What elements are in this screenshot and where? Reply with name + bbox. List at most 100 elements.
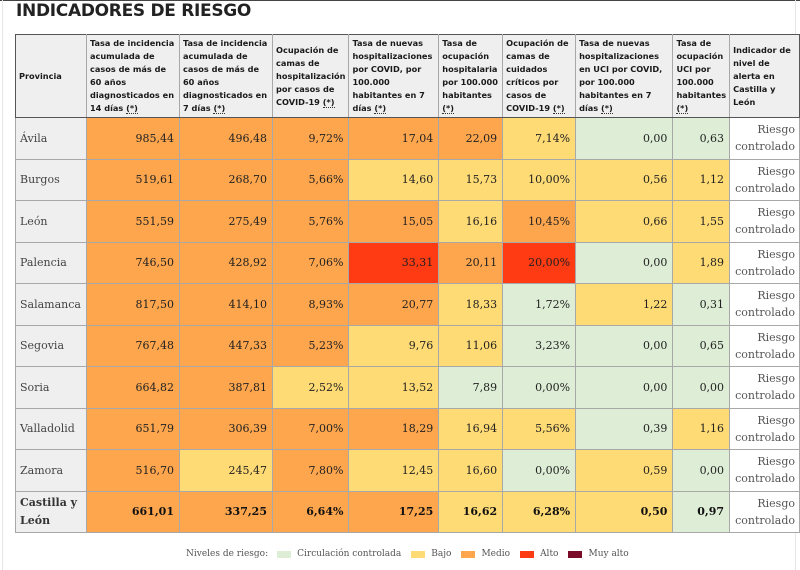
indicator-cell: 11,06 [438, 324, 504, 367]
alert-level-cell: Riesgo controlado [729, 200, 800, 243]
indicator-cell: 496,48 [178, 117, 274, 160]
indicator-cell: 9,76 [348, 324, 440, 367]
indicator-cell: 1,22 [575, 283, 674, 326]
province-cell: Castilla y León [15, 490, 87, 533]
legend-swatch [411, 550, 426, 558]
indicator-cell: 0,63 [672, 117, 731, 160]
column-header: Tasa de incidencia acumulada de casos de… [85, 34, 180, 118]
footnote-link[interactable]: (*) [322, 96, 335, 108]
indicator-cell: 13,52 [348, 366, 440, 409]
indicator-cell: 306,39 [178, 407, 274, 450]
legend-item: Alto [520, 549, 558, 559]
table-row: Zamora 516,70 245,47 7,80% 12,45 16,60 0,00% 0,… [15, 449, 800, 492]
column-header: Ocupación de camas de hospitalización po… [271, 34, 350, 118]
column-header-label: Ocupación de camas de hospitalización po… [276, 44, 346, 107]
risk-indicators-table: Provincia Tasa de incidencia acumulada de… [15, 34, 800, 533]
table-row: Soria 664,82 387,81 2,52% 13,52 7,89 0,00% 0,00… [15, 366, 800, 409]
province-cell: Segovia [15, 324, 87, 367]
province-cell: Burgos [15, 158, 87, 201]
table-row: Burgos 519,61 268,70 5,66% 14,60 15,73 10,00% 0… [15, 158, 800, 201]
indicator-cell: 0,59 [575, 449, 674, 492]
indicator-cell: 16,16 [438, 200, 504, 243]
indicator-cell: 661,01 [85, 490, 180, 533]
table-row: León 551,59 275,49 5,76% 15,05 16,16 10,45% 0,6… [15, 200, 800, 243]
indicator-cell: 2,52% [271, 366, 350, 409]
table-row: Valladolid 651,79 306,39 7,00% 18,29 16,94 5,5… [15, 407, 800, 450]
indicator-cell: 10,00% [502, 158, 577, 201]
alert-level-cell: Riesgo controlado [729, 241, 800, 284]
legend-item-label: Bajo [431, 549, 452, 559]
indicator-cell: 8,93% [271, 283, 350, 326]
table-row: Ávila 985,44 496,48 9,72% 17,04 22,09 7,14% 0,0… [15, 117, 800, 160]
column-header-label: Tasa de incidencia acumulada de casos de… [182, 38, 268, 113]
indicator-cell: 15,05 [348, 200, 440, 243]
indicator-cell: 428,92 [178, 241, 274, 284]
footnote-link[interactable]: (*) [552, 103, 565, 114]
column-header-label: Tasa de incidencia acumulada de casos de… [89, 38, 175, 113]
indicator-cell: 14,60 [348, 158, 440, 201]
footnote-link[interactable]: (*) [126, 103, 138, 114]
column-header-label: Indicador de nivel de alerta en Castilla… [733, 44, 791, 107]
indicator-cell: 0,00 [672, 449, 731, 492]
column-header: Tasa de nuevas hospitalizaciones por COV… [348, 34, 440, 118]
indicator-cell: 0,00 [575, 324, 674, 367]
footnote-link[interactable]: (*) [442, 103, 455, 114]
footnote-link[interactable]: (*) [601, 103, 613, 114]
alert-level-cell: Riesgo controlado [729, 490, 800, 533]
province-cell: Zamora [15, 449, 87, 492]
indicator-cell: 20,77 [348, 283, 440, 326]
indicator-cell: 0,50 [575, 490, 674, 533]
alert-level-cell: Riesgo controlado [729, 366, 800, 409]
legend-item-label: Muy alto [588, 549, 629, 559]
indicator-cell: 16,94 [438, 407, 504, 450]
indicator-cell: 0,97 [672, 490, 731, 533]
indicator-cell: 268,70 [178, 158, 274, 201]
indicator-cell: 17,25 [348, 490, 440, 533]
legend-item-label: Circulación controlada [297, 549, 402, 559]
column-header-label: Tasa de nuevas hospitalizaciones por COV… [352, 38, 433, 113]
indicator-cell: 1,55 [672, 200, 731, 243]
indicator-cell: 387,81 [178, 366, 274, 409]
indicator-cell: 7,00% [271, 407, 350, 450]
column-header-label: Ocupación de camas de cuidados críticos … [506, 38, 569, 113]
indicator-cell: 7,89 [438, 366, 504, 409]
indicator-cell: 20,00% [502, 241, 577, 284]
indicator-cell: 0,00 [575, 117, 674, 160]
indicator-cell: 447,33 [178, 324, 274, 367]
footnote-link[interactable]: (*) [213, 103, 226, 114]
column-header: Ocupación de camas de cuidados críticos … [502, 34, 577, 118]
column-header: Tasa de incidencia acumulada de casos de… [178, 34, 274, 118]
alert-level-cell: Riesgo controlado [729, 117, 800, 160]
legend-swatch [277, 550, 292, 558]
indicator-cell: 15,73 [438, 158, 504, 201]
province-cell: Soria [15, 366, 87, 409]
table-row: Segovia 767,48 447,33 5,23% 9,76 11,06 3,23% 0,… [15, 324, 800, 367]
indicator-cell: 5,56% [502, 407, 577, 450]
alert-level-cell: Riesgo controlado [729, 158, 800, 201]
indicator-cell: 6,28% [502, 490, 577, 533]
indicator-cell: 746,50 [85, 241, 180, 284]
alert-level-cell: Riesgo controlado [729, 407, 800, 450]
page-title: INDICADORES DE RIESGO [16, 1, 252, 21]
province-cell: León [15, 200, 87, 243]
indicator-cell: 5,76% [271, 200, 350, 243]
top-border [0, 0, 800, 1]
indicator-cell: 275,49 [178, 200, 274, 243]
province-cell: Ávila [15, 117, 87, 160]
indicator-cell: 1,12 [672, 158, 731, 201]
indicator-cell: 767,48 [85, 324, 180, 367]
indicator-cell: 33,31 [348, 241, 440, 284]
footnote-link[interactable]: (*) [676, 103, 689, 114]
indicator-cell: 337,25 [178, 490, 274, 533]
legend-swatch [520, 550, 535, 558]
indicator-cell: 12,45 [348, 449, 440, 492]
footnote-link[interactable]: (*) [374, 103, 387, 114]
column-header-label: Tasa de ocupación hospitalaria por 100.0… [442, 38, 498, 100]
indicator-cell: 7,06% [271, 241, 350, 284]
risk-legend: Niveles de riesgo: Circulación controlad… [186, 549, 639, 559]
indicator-cell: 3,23% [502, 324, 577, 367]
indicator-cell: 18,29 [348, 407, 440, 450]
indicator-cell: 1,89 [672, 241, 731, 284]
indicator-cell: 5,23% [271, 324, 350, 367]
column-header-label: Tasa de ocupación UCI por 100.000 habita… [676, 38, 727, 100]
